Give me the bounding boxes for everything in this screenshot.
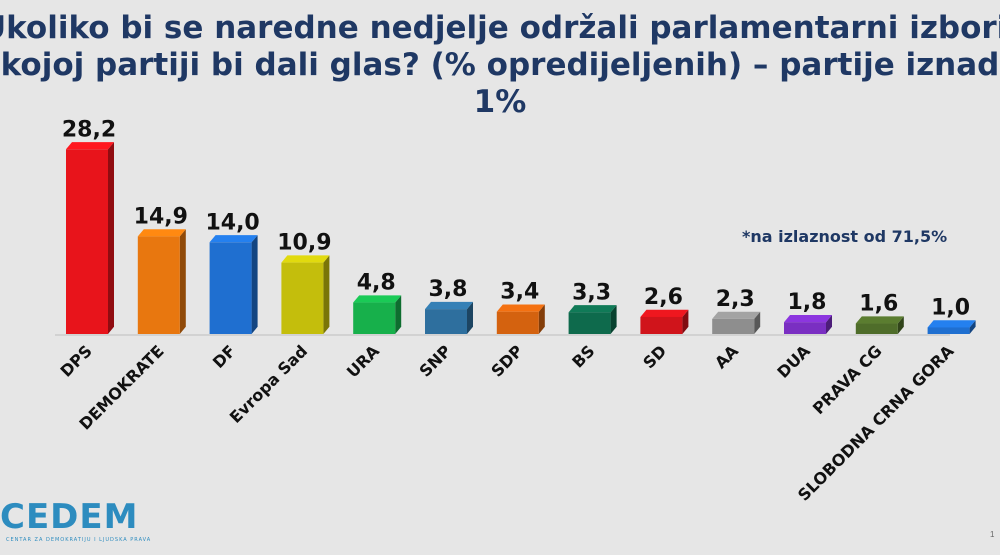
data-label-bs: 3,3 [572,280,611,305]
category-label-bs: BS [568,341,598,371]
bar-aa [712,318,755,334]
bar-side-aa [754,311,761,334]
bar-top-bs [568,305,617,313]
category-label-sdp: SDP [487,341,526,380]
data-label-evropa-sad: 10,9 [277,231,331,256]
data-label-prava-cg: 1,6 [859,292,898,317]
bar-top-aa [712,311,761,319]
data-label-demokrate: 14,9 [134,204,188,229]
bar-side-sdp [538,304,545,334]
bar-prava-cg [855,323,898,334]
bar-top-sdp [496,304,545,312]
data-label-ura: 4,8 [357,271,396,296]
bar-evropa-sad [281,262,324,334]
bar-side-dua [826,315,832,334]
bar-ura [353,302,396,334]
bar-side-demokrate [179,229,186,334]
category-label-snp: SNP [415,341,455,381]
bar-top-slobodna-crna-gora [927,320,976,328]
bar-top-evropa-sad [281,255,330,263]
bar-sdp [496,311,539,334]
page-number: 1 [990,530,995,539]
bar-top-demokrate [137,229,186,237]
cedem-logo: CEDEM CENTAR ZA DEMOKRATIJU I LJUDSKA PR… [0,497,160,552]
bar-top-sd [640,309,689,317]
data-label-df: 14,0 [205,210,259,235]
bar-top-ura [353,295,402,303]
logo-subtitle: CENTAR ZA DEMOKRATIJU I LJUDSKA PRAVA [6,537,152,543]
bar-top-prava-cg [855,316,904,324]
category-label-df: DF [209,341,240,372]
bar-top-snp [425,301,473,310]
category-label-prava-cg: PRAVA CG [809,341,886,418]
bar-snp [425,309,467,334]
bar-side-evropa-sad [323,255,330,334]
category-label-ura: URA [343,341,384,382]
bar-side-sd [682,309,689,334]
chart-title: Ukoliko bi se naredne nedjelje održali p… [0,10,1000,120]
bar-side-df [251,235,258,334]
bar-bs [568,312,611,334]
category-label-dps: DPS [57,341,96,380]
category-label-dua: DUA [773,341,814,382]
data-label-aa: 2,3 [716,287,755,312]
bar-top-dua [784,315,832,323]
data-label-sd: 2,6 [644,285,683,310]
data-label-dua: 1,8 [788,290,827,315]
bar-side-slobodna-crna-gora [969,320,976,334]
bar-dps [66,149,108,334]
category-label-sd: SD [639,341,670,372]
bar-demokrate [137,236,180,334]
bar-top-dps [66,142,114,150]
data-label-slobodna-crna-gora: 1,0 [931,295,970,320]
data-label-snp: 3,8 [429,277,468,302]
data-label-sdp: 3,4 [500,280,539,305]
category-label-aa: AA [711,341,742,372]
data-label-dps: 28,2 [62,117,116,142]
bar-side-bs [610,305,617,334]
bar-side-ura [395,295,402,334]
bar-sd [640,316,683,334]
bar-slobodna-crna-gora [927,327,970,334]
bar-top-df [209,235,258,243]
bar-side-prava-cg [897,316,904,334]
bar-dua [784,322,826,334]
category-label-slobodna-crna-gora: SLOBODNA CRNA GORA [794,341,958,505]
bar-side-dps [108,142,114,334]
logo-name: CEDEM [0,497,139,537]
bar-side-snp [467,301,473,334]
bar-df [209,242,252,334]
turnout-note: *na izlaznost od 71,5% [742,227,948,246]
